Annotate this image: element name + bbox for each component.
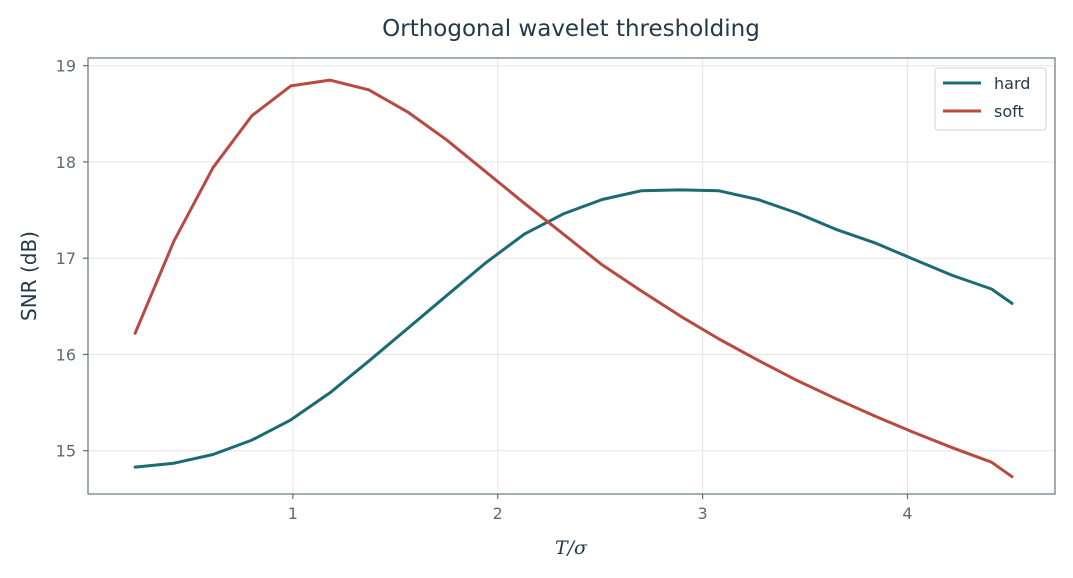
y-tick-label: 18	[56, 153, 76, 172]
series-line-soft	[133, 78, 1014, 479]
series-lines	[133, 78, 1014, 479]
y-axis: 15 16 17 18 19	[56, 57, 88, 461]
x-tick-label: 4	[902, 504, 912, 523]
legend-label-soft: soft	[994, 102, 1024, 121]
x-tick-label: 1	[288, 504, 298, 523]
y-axis-label: SNR (dB)	[17, 231, 41, 321]
legend-label-hard: hard	[994, 74, 1030, 93]
grid	[88, 58, 1055, 494]
x-tick-label: 2	[493, 504, 503, 523]
legend: hard soft	[934, 67, 1047, 131]
y-tick-label: 15	[56, 442, 76, 461]
y-tick-label: 17	[56, 249, 76, 268]
x-tick-label: 3	[698, 504, 708, 523]
y-tick-label: 19	[56, 57, 76, 76]
y-tick-label: 16	[56, 345, 76, 364]
plot-frame	[87, 57, 1056, 495]
x-axis-label: T/σ	[555, 537, 588, 559]
series-line-hard	[133, 188, 1014, 469]
x-axis: 1 2 3 4	[288, 494, 913, 523]
chart-title: Orthogonal wavelet thresholding	[382, 16, 760, 42]
